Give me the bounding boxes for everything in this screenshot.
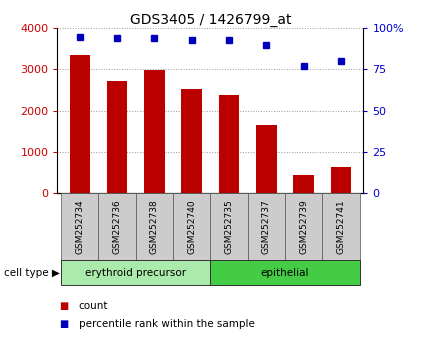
Bar [61,193,99,260]
Bar [107,81,128,193]
Bar [61,260,210,285]
Bar [285,193,322,260]
Text: GSM252736: GSM252736 [113,199,122,254]
Text: cell type ▶: cell type ▶ [4,268,60,278]
Text: GSM252734: GSM252734 [75,199,84,254]
Bar [219,95,239,193]
Bar [322,193,360,260]
Text: GSM252735: GSM252735 [224,199,233,254]
Bar [331,167,351,193]
Text: ■: ■ [60,301,69,311]
Bar [210,193,248,260]
Text: GSM252739: GSM252739 [299,199,308,254]
Text: ■: ■ [60,319,69,329]
Bar [181,89,202,193]
Bar [99,193,136,260]
Text: erythroid precursor: erythroid precursor [85,268,186,278]
Bar [248,193,285,260]
Text: GSM252740: GSM252740 [187,199,196,254]
Text: epithelial: epithelial [261,268,309,278]
Bar [144,70,164,193]
Text: GSM252738: GSM252738 [150,199,159,254]
Text: GSM252741: GSM252741 [337,199,346,254]
Text: count: count [79,301,108,311]
Text: GSM252737: GSM252737 [262,199,271,254]
Bar [210,260,360,285]
Text: percentile rank within the sample: percentile rank within the sample [79,319,255,329]
Bar [256,125,277,193]
Bar [136,193,173,260]
Title: GDS3405 / 1426799_at: GDS3405 / 1426799_at [130,13,291,27]
Bar [173,193,210,260]
Bar [70,56,90,193]
Bar [293,175,314,193]
